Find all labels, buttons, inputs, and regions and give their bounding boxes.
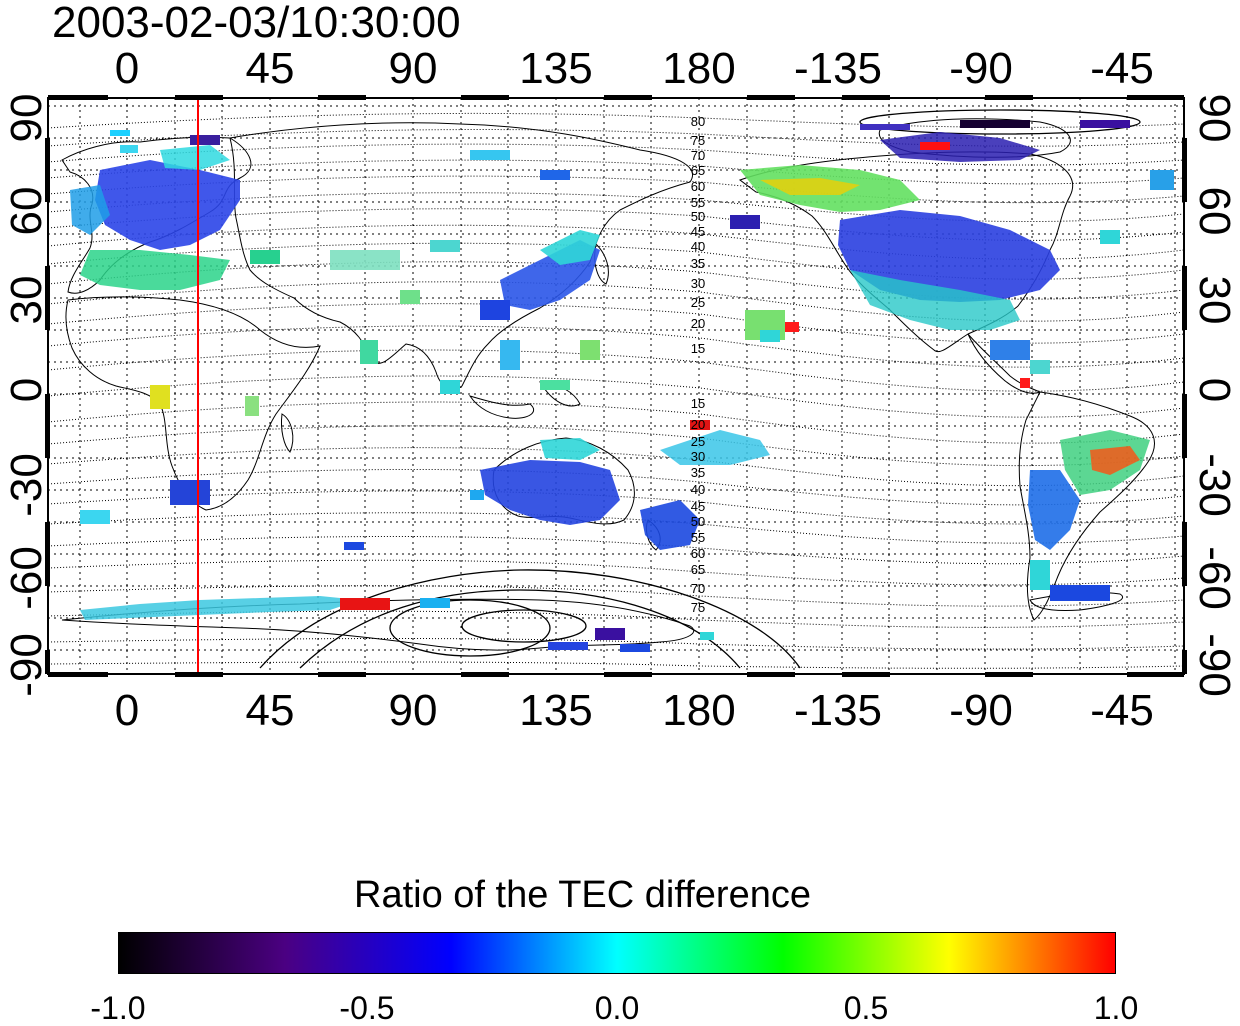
contour-label: 15	[691, 396, 705, 411]
contour-label: 60	[691, 546, 705, 561]
contour-label: 50	[691, 514, 705, 529]
colorbar	[118, 932, 1116, 974]
top-lon-tick: 0	[114, 44, 140, 93]
bottom-lon-tick: 180	[662, 686, 736, 735]
contour-label: 15	[691, 341, 705, 356]
top-lon-tick: 45	[245, 44, 295, 93]
bottom-lon-tick: 135	[519, 686, 593, 735]
contour-label: 35	[691, 256, 705, 271]
contour-label: 40	[691, 482, 705, 497]
bottom-lon-tick: 0	[114, 686, 140, 735]
bottom-lon-tick: -45	[1090, 686, 1154, 735]
contour-label: 45	[691, 224, 705, 239]
contour-label: 65	[691, 562, 705, 577]
bottom-lon-tick: 45	[245, 686, 295, 735]
colorbar-tick: 0.5	[843, 990, 889, 1026]
map-title: 2003-02-03/10:30:00	[52, 0, 461, 47]
top-lon-tick: -90	[949, 44, 1013, 93]
contour-label: 60	[691, 179, 705, 194]
top-lon-tick: 180	[662, 44, 736, 93]
contour-labels: 80 75 70 65 60 55 50 45 40 35 30 25 20 1…	[691, 114, 705, 615]
colorbar-title: Ratio of the TEC difference	[354, 874, 811, 916]
top-lon-tick: 135	[519, 44, 593, 93]
top-lon-tick: -135	[793, 44, 883, 93]
top-lon-tick: 90	[388, 44, 438, 93]
contour-label: 65	[691, 163, 705, 178]
colorbar-tick: 0.0	[594, 990, 640, 1026]
contour-label: 30	[691, 276, 705, 291]
contour-label: 55	[691, 195, 705, 210]
contour-label: 20	[691, 417, 705, 432]
contour-label: 25	[691, 295, 705, 310]
contour-label: 70	[691, 148, 705, 163]
tec-data-patches	[70, 120, 1174, 652]
bottom-lon-tick: 90	[388, 686, 438, 735]
colorbar-tick: -1.0	[90, 990, 146, 1026]
contour-label: 35	[691, 465, 705, 480]
top-lon-tick: -45	[1090, 44, 1154, 93]
contour-label: 50	[691, 209, 705, 224]
frame-ticks	[45, 95, 1187, 677]
contour-label: 40	[691, 239, 705, 254]
contour-label: 70	[691, 581, 705, 596]
colorbar-tick: 1.0	[1093, 990, 1139, 1026]
magnetic-pole-contours	[259, 109, 1141, 669]
bottom-lon-tick: -90	[949, 686, 1013, 735]
bottom-lon-tick: -135	[793, 686, 883, 735]
contour-label: 80	[691, 114, 705, 129]
contour-label: 30	[691, 449, 705, 464]
colorbar-tick: -0.5	[339, 990, 395, 1026]
contour-label: 55	[691, 530, 705, 545]
contour-label: 75	[691, 133, 705, 148]
contour-label: 75	[691, 600, 705, 615]
contour-label: 20	[691, 316, 705, 331]
contour-label: 45	[691, 499, 705, 514]
contour-label: 25	[691, 434, 705, 449]
coastlines	[61, 118, 1155, 651]
